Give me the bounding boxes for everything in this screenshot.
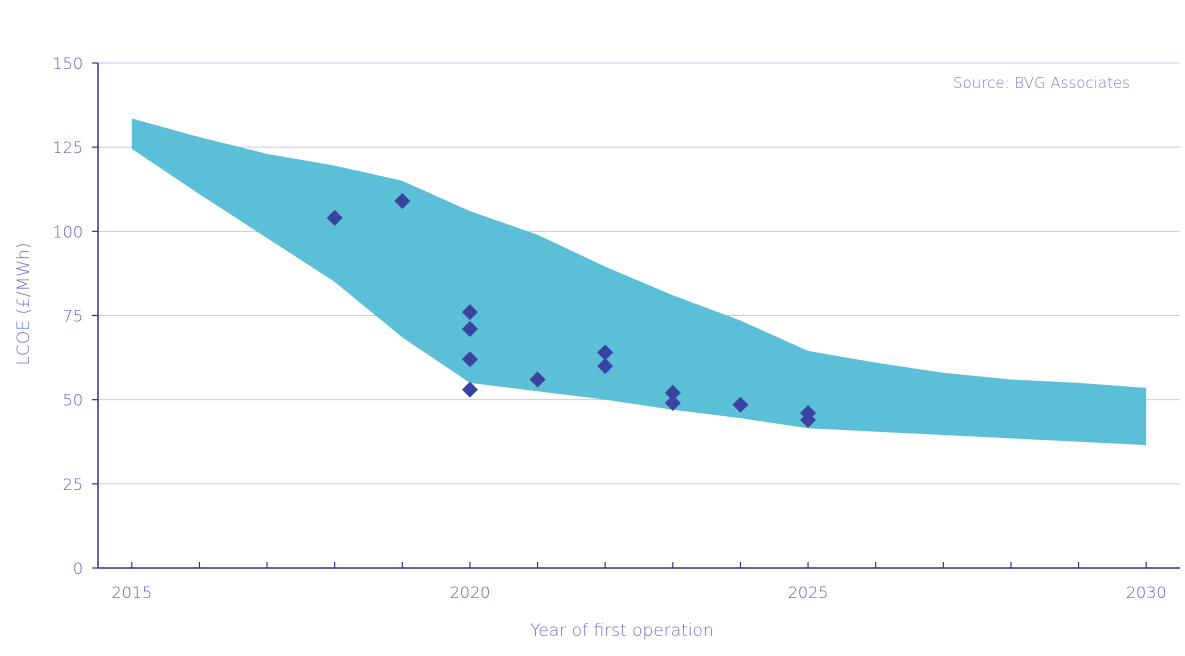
data-point <box>326 209 343 226</box>
data-point <box>597 358 614 374</box>
axis-layer <box>92 62 1180 569</box>
y-tick-label: 50 <box>63 391 83 410</box>
data-point <box>461 381 478 398</box>
data-point <box>461 320 478 337</box>
x-axis-title: Year of first operation <box>530 621 713 641</box>
x-tick-label: 2015 <box>111 583 152 602</box>
y-tick-label: 150 <box>52 54 83 73</box>
data-point <box>597 344 614 361</box>
data-point <box>394 193 411 210</box>
y-tick-label: 75 <box>63 307 83 326</box>
x-tick-label: 2020 <box>450 583 491 602</box>
x-tick-label: 2030 <box>1126 583 1167 602</box>
data-point <box>529 371 546 388</box>
point-layer <box>326 193 817 428</box>
y-axis-title: LCOE (£/MWh) <box>14 243 34 366</box>
label-layer: 0 25 50 75 100 125 150 2015 2020 2025 2030 <box>52 54 1166 602</box>
x-tick-label: 2025 <box>788 583 829 602</box>
y-tick-label: 25 <box>63 475 83 494</box>
data-point <box>732 396 749 413</box>
data-point <box>461 304 478 321</box>
data-point <box>664 384 681 401</box>
data-point <box>461 351 478 368</box>
data-point <box>664 395 681 412</box>
y-tick-label: 0 <box>73 559 83 578</box>
y-tick-label: 125 <box>52 138 83 157</box>
y-tick-label: 100 <box>52 222 83 241</box>
lcoe-range-band <box>131 118 1147 446</box>
band-layer <box>131 118 1147 446</box>
data-point <box>800 411 817 428</box>
source-note: Source: BVG Associates <box>953 74 1130 92</box>
